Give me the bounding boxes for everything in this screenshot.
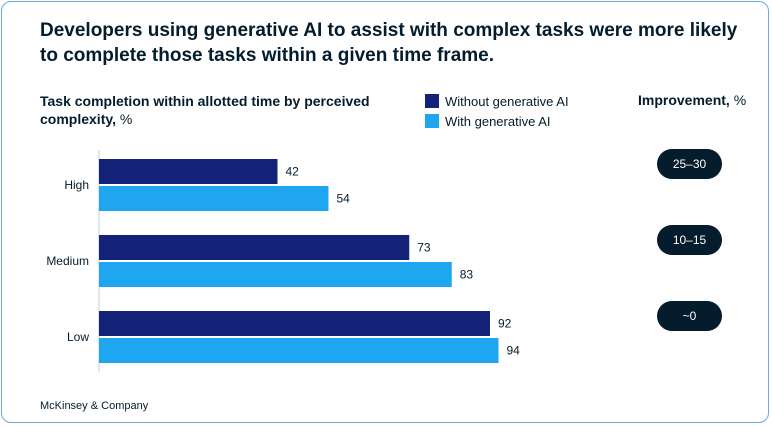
legend-swatch-without — [425, 94, 439, 108]
bar-high-with — [99, 186, 329, 211]
value-label-medium-with: 83 — [460, 268, 474, 282]
improvement-header-unit: % — [729, 92, 747, 108]
legend: Without generative AI With generative AI — [425, 92, 569, 132]
chart-title: Developers using generative AI to assist… — [40, 20, 738, 66]
footer-source: McKinsey & Company — [40, 400, 149, 412]
value-label-medium-without: 73 — [417, 241, 431, 255]
bar-medium-without — [99, 235, 410, 260]
bar-medium-with — [99, 262, 452, 287]
category-label-high: High — [64, 178, 89, 192]
value-label-low-with: 94 — [507, 344, 521, 358]
category-label-medium: Medium — [46, 254, 89, 268]
subtitle-text: Task completion within allotted time by … — [40, 93, 370, 127]
bar-high-without — [99, 159, 278, 184]
improvement-header-text: Improvement, — [638, 92, 730, 108]
chart-subtitle: Task completion within allotted time by … — [40, 92, 370, 128]
category-label-low: Low — [67, 330, 89, 344]
improvement-pill-low: ~0 — [657, 301, 722, 331]
bar-low-without — [99, 311, 490, 336]
subtitle-unit: % — [116, 111, 133, 127]
improvement-pill-medium: 10–15 — [657, 225, 722, 255]
improvement-pill-high: 25–30 — [657, 149, 722, 179]
improvement-header: Improvement, % — [638, 92, 746, 108]
legend-label-without: Without generative AI — [445, 93, 569, 109]
bar-low-with — [99, 338, 499, 363]
chart-layer: High 42 54 Medium 73 83 Low 92 94 — [46, 150, 520, 372]
legend-label-with: With generative AI — [445, 113, 551, 129]
value-label-high-with: 54 — [337, 192, 351, 206]
value-label-low-without: 92 — [498, 317, 512, 331]
legend-item-with: With generative AI — [425, 112, 569, 130]
legend-swatch-with — [425, 114, 439, 128]
legend-item-without: Without generative AI — [425, 92, 569, 110]
value-label-high-without: 42 — [286, 165, 300, 179]
